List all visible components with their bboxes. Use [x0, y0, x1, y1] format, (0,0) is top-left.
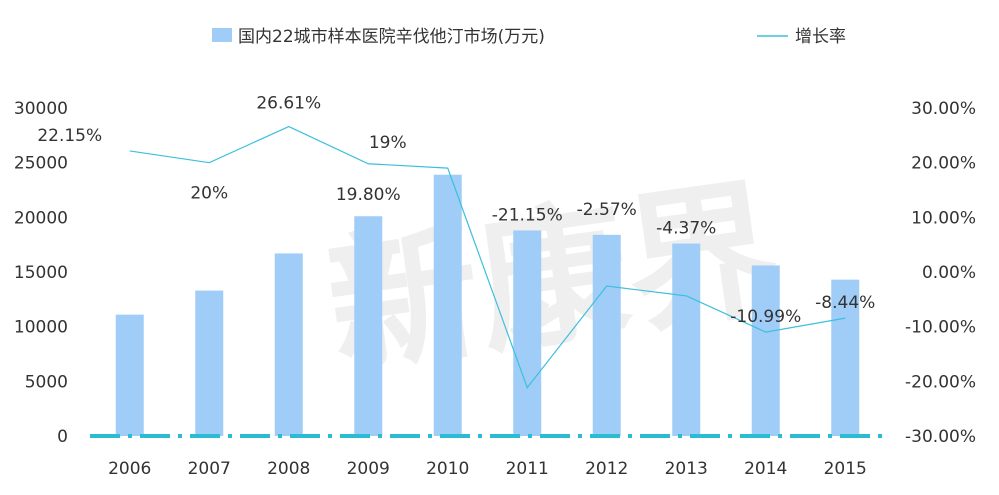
category-label: 2013 [665, 459, 708, 479]
right-tick-label: -20.00% [905, 372, 976, 392]
right-tick-label: 20.00% [911, 154, 976, 174]
left-axis: 0 5000 10000 15000 20000 25000 30000 [14, 99, 68, 447]
x-axis-categories: 2006 2007 2008 2009 2010 2011 2012 2013 2014 2015 [108, 459, 867, 479]
bar [513, 230, 542, 436]
growth-rate-label: -8.44% [815, 293, 875, 313]
bar [751, 265, 780, 436]
growth-rate-label: -21.15% [492, 205, 563, 225]
right-tick-label: 30.00% [911, 99, 976, 119]
right-tick-label: -30.00% [905, 427, 976, 447]
legend-bar-swatch [212, 28, 232, 42]
left-tick-label: 30000 [14, 99, 68, 119]
right-tick-label: 0.00% [922, 263, 976, 283]
growth-rate-label: 26.61% [256, 94, 321, 114]
category-label: 2014 [744, 459, 787, 479]
left-tick-label: 20000 [14, 208, 68, 228]
category-label: 2008 [267, 459, 310, 479]
growth-rate-label: -10.99% [730, 307, 801, 327]
growth-rate-label: -4.37% [656, 219, 716, 239]
category-label: 2006 [108, 459, 151, 479]
growth-rate-label: 20% [190, 184, 228, 204]
category-label: 2007 [188, 459, 231, 479]
growth-rate-label: 19% [369, 133, 407, 153]
growth-rate-label: 22.15% [37, 126, 102, 146]
bar [274, 253, 303, 436]
right-axis: -30.00% -20.00% -10.00% 0.00% 10.00% 20.00% 30… [905, 99, 976, 447]
growth-rate-line [129, 125, 846, 389]
bar [592, 234, 621, 436]
bar [115, 314, 144, 436]
bar [354, 216, 383, 436]
growth-rate-label: -2.57% [577, 200, 637, 220]
category-label: 2010 [426, 459, 469, 479]
bar [433, 174, 462, 436]
right-tick-label: -10.00% [905, 318, 976, 338]
category-label: 2011 [506, 459, 549, 479]
growth-rate-label: 19.80% [336, 185, 401, 205]
left-tick-label: 5000 [25, 372, 68, 392]
bar [831, 279, 860, 436]
bar [195, 290, 224, 436]
legend-line-label: 增长率 [795, 27, 846, 47]
left-tick-label: 25000 [14, 154, 68, 174]
legend: 国内22城市样本医院辛伐他汀市场(万元) 增长率 [212, 27, 846, 47]
category-label: 2009 [347, 459, 390, 479]
bar-series [115, 174, 860, 436]
left-tick-label: 10000 [14, 318, 68, 338]
bar [672, 243, 701, 436]
left-tick-label: 0 [57, 427, 68, 447]
category-label: 2015 [824, 459, 867, 479]
right-tick-label: 10.00% [911, 208, 976, 228]
growth-rate-labels: 22.15% 20% 26.61% 19.80% 19% -21.15% -2.57% -4.… [37, 94, 875, 328]
legend-bar-label: 国内22城市样本医院辛伐他汀市场(万元) [238, 27, 545, 47]
left-tick-label: 15000 [14, 263, 68, 283]
category-label: 2012 [585, 459, 628, 479]
